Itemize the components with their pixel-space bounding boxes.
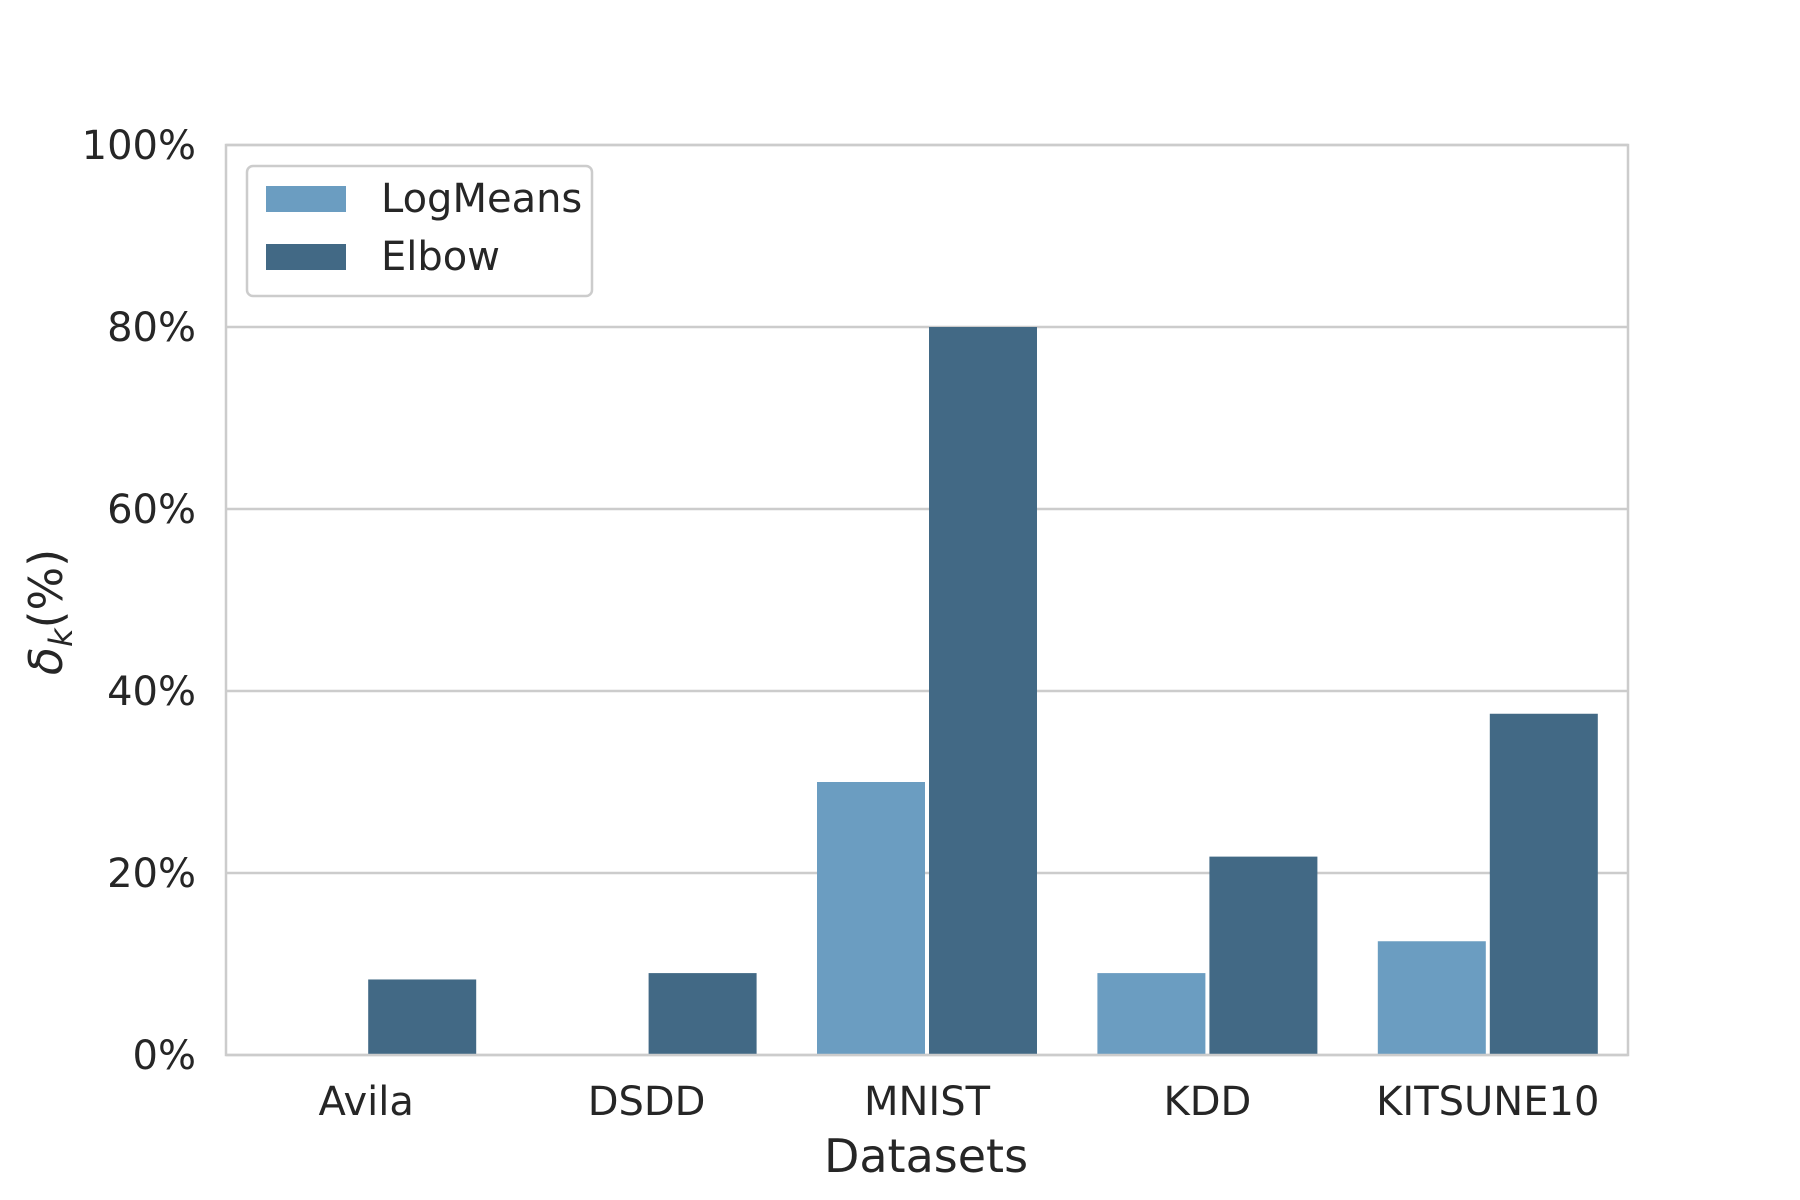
- x-tick-labels: Avila DSDD MNIST KDD KITSUNE10: [318, 1079, 1599, 1125]
- y-tick-label: 80%: [107, 305, 196, 351]
- bar-elbow-avila: [368, 979, 477, 1055]
- y-axis-label-subscript: k: [42, 627, 80, 647]
- legend-label-logmeans: LogMeans: [381, 176, 582, 222]
- legend-swatch-logmeans: [266, 186, 346, 212]
- bar-elbow-kdd: [1209, 856, 1318, 1055]
- y-axis-label: δk(%): [19, 549, 80, 675]
- x-tick-label: MNIST: [864, 1079, 991, 1125]
- legend: LogMeans Elbow: [245, 164, 594, 298]
- bar-elbow-kitsune10: [1489, 713, 1598, 1055]
- bar-logmeans-kdd: [1097, 973, 1206, 1055]
- bar-elbow-mnist: [929, 327, 1037, 1055]
- y-tick-label: 40%: [107, 669, 196, 715]
- y-tick-label: 100%: [82, 123, 196, 169]
- bar-elbow-dsdd: [648, 973, 757, 1055]
- x-tick-label: KITSUNE10: [1376, 1079, 1599, 1125]
- legend-label-elbow: Elbow: [381, 234, 500, 280]
- y-tick-label: 0%: [133, 1033, 196, 1079]
- y-tick-labels: 0% 20% 40% 60% 80% 100%: [82, 123, 196, 1079]
- bars: [368, 327, 1598, 1055]
- y-axis-label-symbol: δ: [19, 647, 73, 675]
- x-axis-label: Datasets: [824, 1129, 1028, 1183]
- y-tick-label: 20%: [107, 851, 196, 897]
- y-tick-label: 60%: [107, 487, 196, 533]
- bar-logmeans-mnist: [817, 782, 925, 1055]
- bar-logmeans-kitsune10: [1377, 941, 1486, 1055]
- x-tick-label: KDD: [1163, 1079, 1251, 1125]
- plot-frame: [224, 143, 1630, 1057]
- y-axis-label-suffix: (%): [19, 549, 73, 629]
- x-tick-label: Avila: [318, 1079, 413, 1125]
- legend-swatch-elbow: [266, 244, 346, 270]
- x-tick-label: DSDD: [588, 1079, 706, 1125]
